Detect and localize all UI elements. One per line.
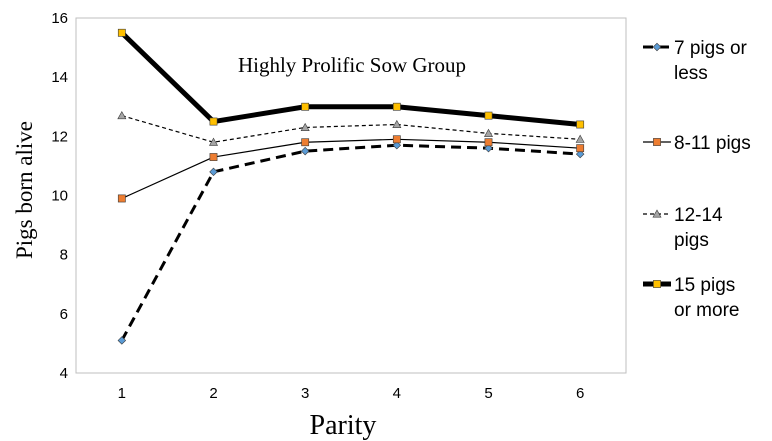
data-point-series-1: [300, 146, 310, 156]
series-line-4: [120, 30, 581, 127]
legend-label-line: less: [674, 63, 708, 84]
data-point-series-4: [301, 102, 310, 111]
data-point-series-1: [392, 140, 402, 150]
data-point-series-1: [209, 167, 218, 177]
x-axis-title: Parity: [310, 410, 377, 441]
x-tick-label: 3: [301, 385, 309, 402]
data-point-series-3: [117, 111, 127, 120]
legend-label: 8-11 pigs: [674, 133, 751, 154]
data-point-series-3: [483, 128, 494, 137]
legend-label: 7 pigs or less: [674, 38, 748, 84]
legend-label-line: or more: [674, 300, 739, 321]
x-tick-labels: 1 2 3 4 5 6: [118, 385, 585, 402]
x-tick-label: 4: [393, 385, 401, 402]
legend-label-line: 7 pigs or: [674, 38, 748, 59]
data-point-series-4: [484, 111, 493, 120]
legend-swatch-marker: [652, 42, 662, 52]
series-line-3: [121, 115, 581, 143]
data-point-series-4: [392, 102, 401, 111]
data-point-series-2: [117, 194, 126, 203]
legend-swatch-marker: [653, 138, 661, 146]
y-tick-label: 14: [51, 69, 68, 86]
data-point-series-2: [209, 153, 218, 161]
data-point-series-2: [392, 135, 401, 144]
series-line-1: [120, 143, 581, 342]
x-tick-label: 6: [576, 385, 584, 402]
data-point-series-3: [575, 134, 585, 143]
series-lines: [120, 30, 581, 342]
data-point-series-3: [300, 122, 310, 131]
data-point-series-1: [484, 143, 493, 153]
data-point-series-4: [576, 120, 585, 129]
legend-swatch-marker: [653, 280, 661, 288]
y-axis-title: Pigs born alive: [12, 121, 37, 259]
data-point-series-3: [392, 119, 402, 128]
x-tick-label: 1: [118, 385, 126, 402]
legend: 7 pigs or less 8-11 pigs 12-14 pigs 15 pigs or…: [643, 38, 751, 321]
x-tick-label: 2: [209, 385, 217, 402]
data-point-series-2: [576, 144, 585, 153]
chart-title: Highly Prolific Sow Group: [238, 53, 466, 77]
legend-label: 12-14 pigs: [674, 205, 723, 251]
plot-area-border: [75, 17, 627, 374]
y-tick-label: 10: [51, 188, 68, 205]
data-point-series-3: [208, 137, 219, 146]
x-tick-label: 5: [484, 385, 492, 402]
legend-label-line: 12-14: [674, 205, 723, 226]
legend-swatch-marker: [652, 209, 662, 218]
y-tick-label: 8: [60, 247, 68, 264]
data-point-series-2: [484, 138, 493, 147]
legend-label: 15 pigs or more: [674, 275, 739, 321]
legend-label-line: 8-11 pigs: [674, 133, 751, 154]
data-point-series-2: [301, 138, 310, 147]
data-point-series-1: [117, 336, 127, 345]
y-tick-label: 6: [60, 306, 68, 323]
y-tick-label: 4: [60, 365, 68, 382]
data-point-series-4: [209, 117, 218, 126]
series-line-2: [121, 138, 581, 200]
y-tick-labels: 4 6 8 10 12 14 16: [51, 10, 68, 382]
data-point-series-4: [117, 28, 126, 37]
legend-label-line: pigs: [674, 230, 709, 251]
y-tick-label: 12: [51, 128, 68, 145]
legend-label-line: 15 pigs: [674, 275, 735, 296]
data-point-series-1: [575, 149, 585, 159]
y-tick-label: 16: [51, 10, 68, 27]
series-markers: [117, 28, 585, 345]
